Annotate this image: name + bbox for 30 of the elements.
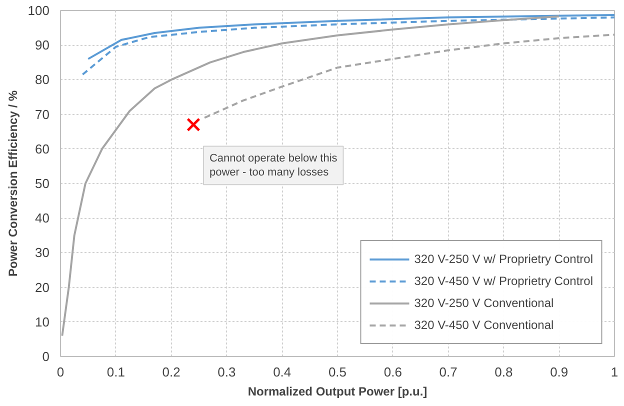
x-tick-label: 0.6 (384, 364, 402, 380)
x-tick-label: 0 (56, 364, 64, 380)
y-tick-label: 60 (35, 141, 50, 156)
y-tick-label: 70 (35, 106, 50, 122)
y-tick-label: 50 (35, 176, 50, 191)
legend-label: 320 V-450 V w/ Proprietry Control (414, 274, 593, 288)
x-tick-label: 0.2 (162, 364, 180, 380)
y-tick-label: 0 (42, 349, 50, 364)
x-tick-label: 0.9 (550, 364, 568, 380)
y-tick-label: 80 (35, 72, 50, 88)
y-tick-label: 20 (35, 280, 50, 295)
x-tick-label: 0.3 (218, 364, 236, 380)
y-tick-label: 30 (35, 245, 50, 260)
x-tick-label: 0.4 (273, 364, 292, 380)
y-tick-label: 100 (28, 3, 50, 18)
y-tick-label: 90 (35, 38, 50, 53)
legend-label: 320 V-250 V w/ Proprietry Control (414, 252, 593, 266)
y-axis-title: Power Conversion Efficiency / % (6, 90, 20, 277)
y-tick-label: 40 (35, 210, 50, 226)
legend-label: 320 V-250 V Conventional (414, 296, 554, 310)
legend-label: 320 V-450 V Conventional (414, 318, 554, 332)
x-axis-title: Normalized Output Power [p.u.] (248, 384, 428, 398)
x-tick-label: 0.7 (439, 364, 458, 380)
x-tick-label: 0.8 (494, 364, 513, 380)
line-series (204, 34, 614, 119)
x-tick-label: 1 (610, 364, 618, 380)
annotation: Cannot operate below this power - too many losses (209, 152, 338, 179)
x-tick-label: 0.5 (328, 364, 347, 380)
y-tick-label: 10 (35, 314, 50, 330)
x-tick-label: 0.1 (106, 364, 125, 380)
